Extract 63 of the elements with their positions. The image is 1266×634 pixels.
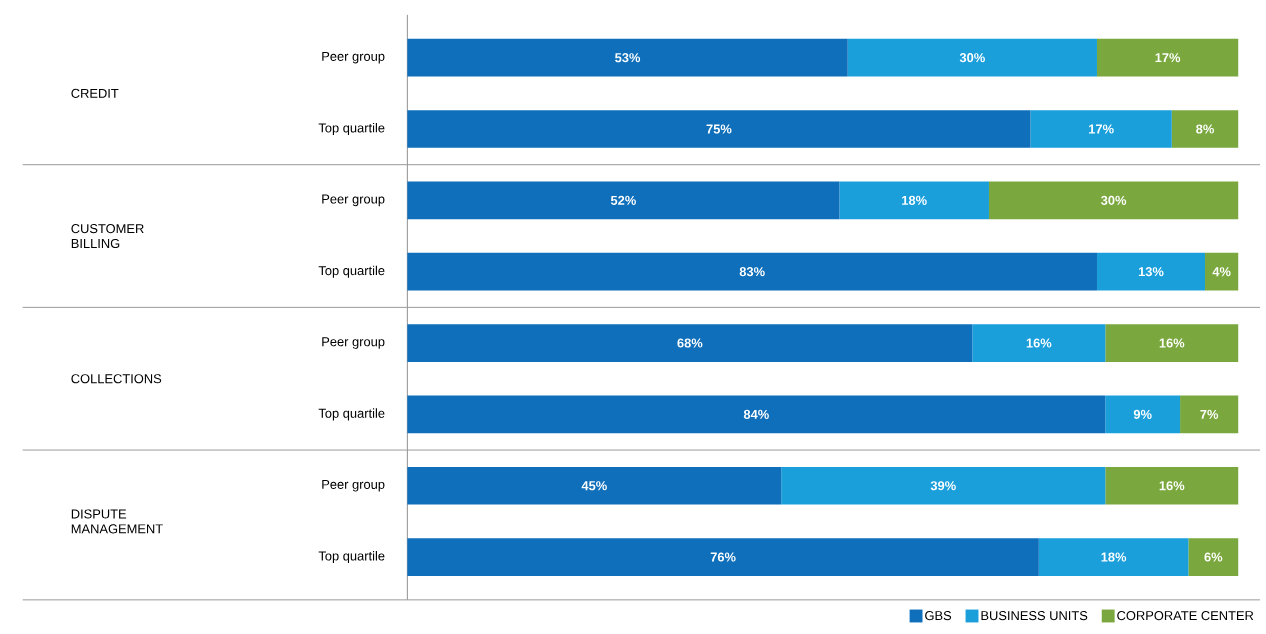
data-label: 83% <box>739 267 765 277</box>
y-tick-label: Peer group <box>322 480 385 492</box>
data-label: 75% <box>706 124 732 134</box>
data-label: 16% <box>1026 338 1052 348</box>
bar <box>1030 110 1172 149</box>
data-label: 84% <box>743 410 769 420</box>
data-label: 52% <box>610 196 636 206</box>
legend-label: BUSINESS UNITS <box>981 611 1088 621</box>
data-label: 9% <box>1133 410 1152 420</box>
data-label: 30% <box>1101 196 1127 206</box>
text: CREDIT <box>71 89 119 99</box>
data-label: 6% <box>1204 552 1223 562</box>
data-label: 16% <box>1159 481 1185 491</box>
bar <box>407 39 848 77</box>
bar <box>407 538 1039 577</box>
bar <box>1180 395 1239 434</box>
y-tick-label: Top quartile <box>318 265 385 278</box>
bar <box>407 110 1031 149</box>
bar <box>1205 253 1239 291</box>
data-label: 17% <box>1155 53 1181 63</box>
y-tick-label: Top quartile <box>318 408 385 421</box>
data-label: 68% <box>677 338 703 348</box>
legend-label: GBS <box>925 611 952 621</box>
data-label: 53% <box>615 53 641 63</box>
data-label: 4% <box>1212 267 1231 277</box>
bar <box>1105 395 1181 434</box>
data-label: 39% <box>930 481 956 491</box>
y-tick-label: Top quartile <box>318 123 385 136</box>
data-label: 76% <box>710 552 736 562</box>
bar <box>407 467 782 505</box>
bar <box>407 395 1106 434</box>
data-label: 8% <box>1196 124 1214 134</box>
text: CUSTOMER BILLING <box>71 224 144 249</box>
bar <box>407 181 840 220</box>
y-tick-label: Peer group <box>322 337 385 350</box>
data-label: 30% <box>959 53 985 63</box>
bar <box>1105 324 1239 363</box>
bar <box>407 253 1097 291</box>
bar <box>1188 538 1239 577</box>
data-label: 18% <box>902 196 927 206</box>
legend-label: CORPORATE CENTER <box>1117 611 1254 621</box>
data-label: 17% <box>1089 124 1114 134</box>
bar <box>1038 538 1189 577</box>
bar <box>839 181 989 220</box>
data-label: 7% <box>1200 410 1219 420</box>
text: COLLECTIONS <box>71 374 162 384</box>
bar <box>1171 110 1239 149</box>
y-tick-label: Top quartile <box>318 551 385 564</box>
bar <box>988 181 1239 220</box>
bar <box>847 39 1097 77</box>
bar <box>407 324 973 363</box>
data-label: 18% <box>1101 552 1127 562</box>
data-label: 45% <box>581 481 607 491</box>
data-label: 13% <box>1138 267 1164 277</box>
y-tick-label: Peer group <box>322 194 385 207</box>
text: DISPUTE MANAGEMENT <box>71 509 163 534</box>
bar <box>1096 253 1205 291</box>
bar <box>781 467 1106 505</box>
bar <box>1105 467 1239 505</box>
data-label: 16% <box>1159 338 1185 348</box>
y-tick-label: Peer group <box>322 52 385 64</box>
bar <box>972 324 1106 363</box>
bar <box>1096 39 1239 77</box>
